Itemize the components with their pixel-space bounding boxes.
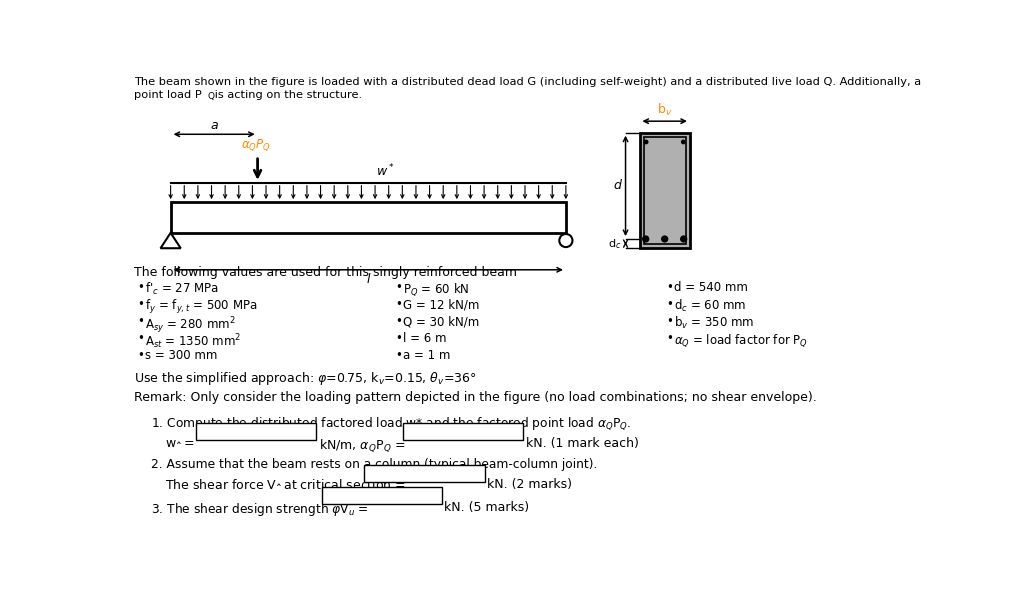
Text: b$_v$: b$_v$ — [657, 102, 673, 118]
Text: f$'_c$ = 27 MPa: f$'_c$ = 27 MPa — [145, 282, 219, 297]
Text: $\alpha_Q$ = load factor for P$_Q$: $\alpha_Q$ = load factor for P$_Q$ — [675, 332, 809, 349]
Text: Use the simplified approach: $\varphi$=0.75, k$_v$=0.15, $\theta_v$=36°: Use the simplified approach: $\varphi$=0… — [134, 370, 477, 387]
Text: w$^*$: w$^*$ — [376, 163, 394, 180]
Text: A$_{st}$ = 1350 mm$^2$: A$_{st}$ = 1350 mm$^2$ — [145, 332, 242, 351]
Text: a = 1 m: a = 1 m — [403, 349, 451, 362]
Text: d$_c$: d$_c$ — [608, 237, 622, 250]
Text: •: • — [137, 349, 144, 362]
Text: kN/m, $\alpha_Q$P$_Q$ =: kN/m, $\alpha_Q$P$_Q$ = — [318, 437, 406, 453]
Text: Q = 30 kN/m: Q = 30 kN/m — [403, 315, 479, 328]
Text: •: • — [667, 282, 674, 294]
Bar — [365, 465, 484, 482]
Text: •: • — [395, 282, 402, 294]
Text: kN. (2 marks): kN. (2 marks) — [486, 479, 571, 491]
Text: •: • — [395, 298, 402, 312]
Circle shape — [662, 236, 668, 242]
Circle shape — [559, 234, 572, 247]
Text: A$_{sy}$ = 280 mm$^2$: A$_{sy}$ = 280 mm$^2$ — [145, 315, 236, 336]
Text: G = 12 kN/m: G = 12 kN/m — [403, 298, 479, 312]
Text: Q: Q — [208, 92, 214, 102]
Text: •: • — [137, 332, 144, 345]
Text: kN. (1 mark each): kN. (1 mark each) — [525, 437, 638, 450]
Polygon shape — [161, 233, 180, 248]
Bar — [640, 133, 690, 248]
Circle shape — [681, 236, 687, 242]
Text: •: • — [137, 315, 144, 328]
Text: •: • — [395, 349, 402, 362]
Text: b$_v$ = 350 mm: b$_v$ = 350 mm — [675, 315, 755, 331]
Text: •: • — [667, 298, 674, 312]
Text: point load P: point load P — [134, 91, 202, 100]
Text: •: • — [137, 298, 144, 312]
Bar — [171, 202, 566, 233]
Text: d: d — [613, 179, 622, 192]
Circle shape — [643, 236, 648, 242]
Text: l: l — [367, 273, 370, 286]
Text: a: a — [210, 119, 218, 132]
Text: Remark: Only consider the loading pattern depicted in the figure (no load combin: Remark: Only consider the loading patter… — [134, 390, 817, 404]
Text: l = 6 m: l = 6 m — [403, 332, 446, 345]
Circle shape — [644, 140, 648, 144]
Text: P$_Q$ = 60 kN: P$_Q$ = 60 kN — [403, 282, 470, 298]
Text: s = 300 mm: s = 300 mm — [145, 349, 217, 362]
Text: The shear force V$\hat{\ }$ at critical section =: The shear force V$\hat{\ }$ at critical … — [165, 479, 407, 493]
Circle shape — [682, 140, 685, 144]
Text: w$\hat{\ }$ =: w$\hat{\ }$ = — [165, 437, 195, 450]
Text: d = 540 mm: d = 540 mm — [675, 282, 749, 294]
Bar — [197, 423, 316, 440]
Text: •: • — [395, 315, 402, 328]
Text: is acting on the structure.: is acting on the structure. — [211, 91, 362, 100]
Text: 1. Compute the distributed factored load w* and the factored point load $\alpha_: 1. Compute the distributed factored load… — [152, 416, 632, 432]
Text: d$_c$ = 60 mm: d$_c$ = 60 mm — [675, 298, 746, 315]
Text: •: • — [667, 315, 674, 328]
Text: 2. Assume that the beam rests on a column (typical beam-column joint).: 2. Assume that the beam rests on a colum… — [152, 458, 598, 471]
Text: •: • — [395, 332, 402, 345]
Text: •: • — [137, 282, 144, 294]
Bar — [644, 137, 686, 244]
Text: $\alpha_Q P_Q$: $\alpha_Q P_Q$ — [241, 137, 271, 153]
Text: The beam shown in the figure is loaded with a distributed dead load G (including: The beam shown in the figure is loaded w… — [134, 76, 922, 86]
Text: kN. (5 marks): kN. (5 marks) — [444, 501, 529, 514]
Text: •: • — [667, 332, 674, 345]
Text: 3. The shear design strength $\varphi$V$_u$ =: 3. The shear design strength $\varphi$V$… — [152, 501, 369, 518]
Text: f$_y$ = f$_{y,t}$ = 500 MPa: f$_y$ = f$_{y,t}$ = 500 MPa — [145, 298, 258, 316]
Bar — [403, 423, 523, 440]
Bar — [322, 487, 442, 504]
Text: The following values are used for this singly reinforced beam: The following values are used for this s… — [134, 266, 517, 279]
